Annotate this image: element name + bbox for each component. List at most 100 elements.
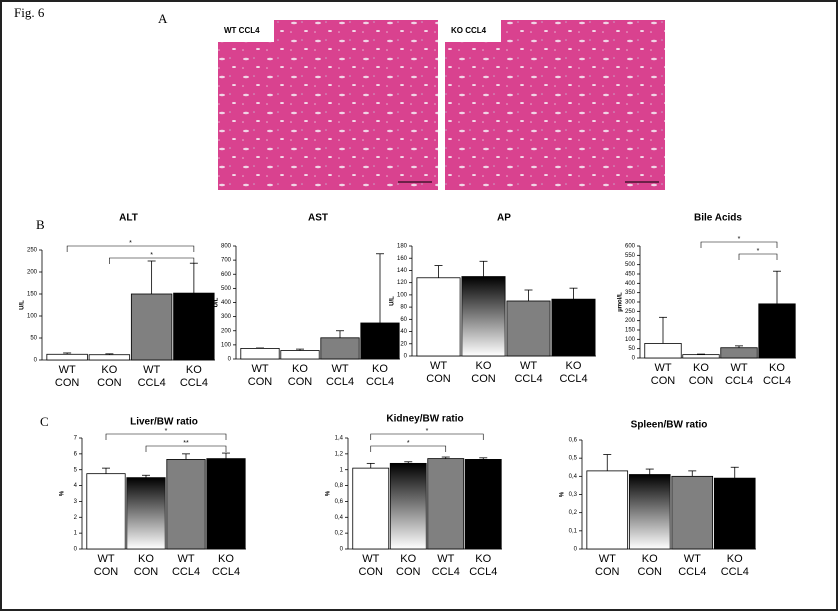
y-tick-label: 0,1: [569, 528, 578, 534]
bar: [464, 459, 502, 550]
x-tick-label: CCL4: [138, 377, 166, 389]
y-tick-label: 4: [74, 483, 78, 489]
significance-label: *: [129, 240, 132, 247]
bar: [88, 354, 131, 361]
x-tick-label: CCL4: [212, 566, 240, 578]
bar: [758, 303, 796, 359]
y-tick-label: 500: [625, 262, 636, 268]
bar: [628, 474, 671, 550]
y-tick-label: 0,2: [569, 510, 578, 516]
y-tick-label: 150: [27, 292, 38, 298]
significance-label: *: [757, 248, 760, 255]
y-tick-label: 3: [74, 499, 78, 505]
x-tick-label: KO: [138, 553, 154, 565]
x-tick-label: KO: [475, 553, 491, 565]
bar: [130, 293, 173, 361]
y-tick-label: 0: [632, 356, 636, 362]
x-tick-label: WT: [97, 553, 114, 565]
x-tick-label: WT: [143, 364, 160, 376]
y-tick-label: 0: [228, 357, 232, 363]
x-tick-label: KO: [101, 364, 117, 376]
y-tick-label: 5: [74, 467, 78, 473]
x-tick-label: CON: [396, 566, 421, 578]
x-tick-label: CON: [471, 373, 496, 385]
bar: [280, 350, 320, 360]
x-tick-label: CON: [248, 376, 273, 388]
x-tick-label: KO: [186, 364, 202, 376]
y-tick-label: 1,2: [335, 451, 344, 457]
y-tick-label: 0,6: [569, 438, 578, 444]
y-tick-label: 400: [625, 281, 636, 287]
y-tick-label: 600: [221, 272, 232, 278]
y-tick-label: 0: [74, 547, 78, 553]
y-tick-label: 250: [625, 309, 636, 315]
chart-title: AP: [497, 213, 511, 224]
x-tick-label: CON: [55, 377, 80, 389]
chart-title: ALT: [119, 213, 138, 224]
x-tick-label: KO: [218, 553, 234, 565]
bar: [173, 292, 215, 361]
y-tick-label: 500: [221, 286, 232, 292]
x-tick-label: KO: [476, 360, 492, 372]
y-tick-label: 0,3: [569, 492, 578, 498]
y-tick-label: 0,4: [569, 474, 578, 480]
y-tick-label: 300: [221, 314, 232, 320]
micrograph-label-bg: [445, 20, 501, 42]
significance-bracket: [738, 253, 778, 260]
y-tick-label: 300: [625, 300, 636, 306]
y-axis-label: U/L: [20, 300, 26, 310]
y-axis-label: µmol/L: [618, 292, 624, 312]
bar: [240, 348, 280, 360]
x-tick-label: WT: [177, 553, 194, 565]
panel-label: C: [40, 414, 49, 429]
chart-title: Liver/BW ratio: [130, 417, 198, 428]
figure-label: Fig. 6: [14, 5, 45, 20]
x-tick-label: WT: [520, 360, 537, 372]
y-tick-label: 1,4: [335, 436, 344, 442]
x-tick-label: CCL4: [172, 566, 200, 578]
significance-bracket: [370, 445, 447, 452]
x-tick-label: WT: [251, 363, 268, 375]
x-tick-label: KO: [727, 553, 743, 565]
x-tick-label: CCL4: [721, 566, 749, 578]
micrograph-label-bg: [218, 20, 274, 42]
bar: [360, 322, 400, 360]
x-tick-label: KO: [566, 360, 582, 372]
y-axis-label: %: [560, 491, 566, 497]
significance-bracket: [105, 433, 227, 440]
x-tick-label: CCL4: [180, 377, 208, 389]
x-tick-label: WT: [730, 362, 747, 374]
y-tick-label: 6: [74, 451, 78, 457]
chart-title: Kidney/BW ratio: [386, 414, 463, 425]
bar: [126, 477, 166, 550]
y-tick-label: 250: [27, 248, 38, 254]
y-tick-label: 0: [574, 547, 578, 553]
y-tick-label: 200: [27, 270, 38, 276]
chart-title: Bile Acids: [694, 213, 742, 224]
y-tick-label: 140: [397, 268, 408, 274]
significance-label: **: [183, 440, 189, 447]
y-tick-label: 100: [221, 342, 232, 348]
micrograph: [445, 20, 665, 190]
x-tick-label: CCL4: [678, 566, 706, 578]
panel-label: B: [36, 217, 45, 232]
bar: [682, 354, 720, 359]
y-tick-label: 600: [625, 244, 636, 250]
y-tick-label: 1: [340, 467, 344, 473]
y-tick-label: 60: [400, 317, 407, 323]
significance-label: *: [407, 440, 410, 447]
x-tick-label: CON: [651, 375, 676, 387]
x-tick-label: CON: [426, 373, 451, 385]
y-tick-label: 0: [404, 354, 408, 360]
chart-title: Spleen/BW ratio: [631, 420, 708, 431]
y-tick-label: 350: [625, 290, 636, 296]
x-tick-label: KO: [693, 362, 709, 374]
y-tick-label: 50: [30, 336, 37, 342]
x-tick-label: CON: [94, 566, 119, 578]
significance-bracket: [109, 257, 195, 264]
bar: [206, 458, 246, 550]
x-tick-label: CCL4: [326, 376, 354, 388]
y-tick-label: 1: [74, 531, 78, 537]
x-tick-label: CON: [689, 375, 714, 387]
